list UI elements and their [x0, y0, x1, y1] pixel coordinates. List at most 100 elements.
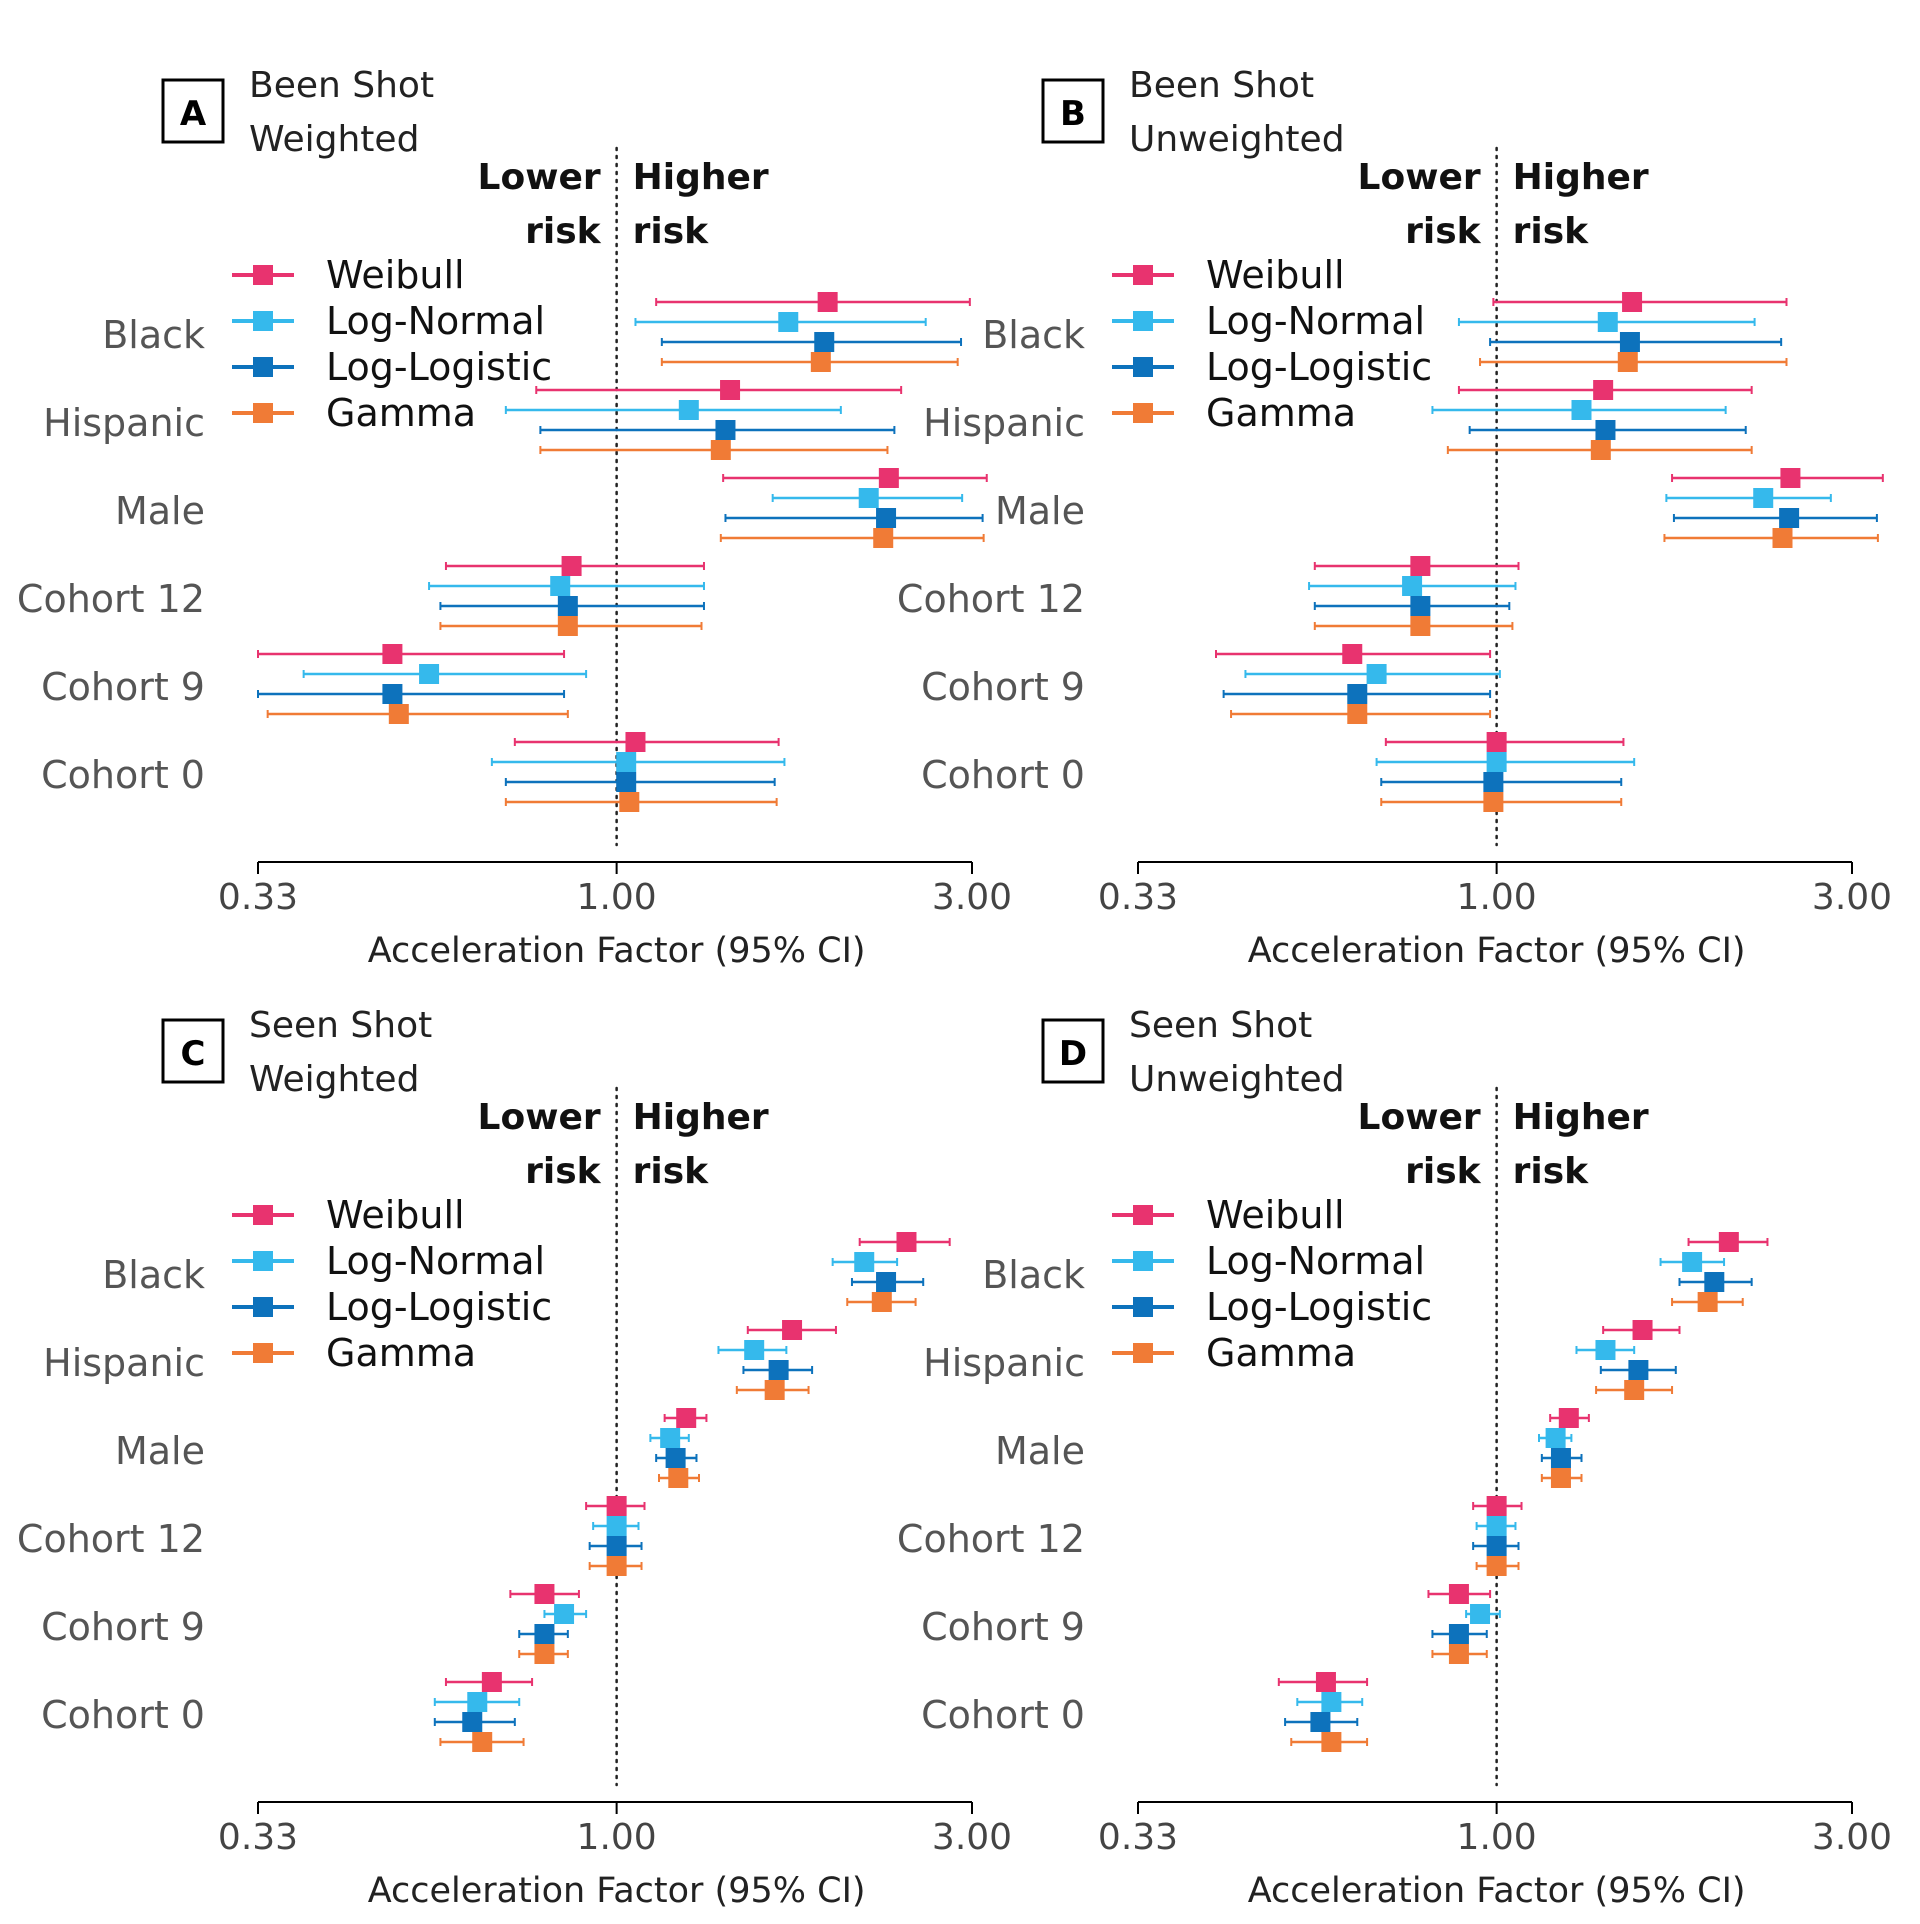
point-estimate — [871, 1292, 892, 1312]
panel-letter: C — [181, 1034, 206, 1074]
point-estimate — [876, 508, 897, 528]
lower-risk-label: risk — [525, 1151, 602, 1192]
point-estimate — [744, 1340, 765, 1360]
series-log-normal — [433, 1252, 899, 1712]
point-estimate — [1402, 576, 1423, 596]
point-estimate — [1321, 1732, 1342, 1752]
point-estimate — [1315, 1672, 1336, 1692]
series-log-normal — [302, 312, 964, 772]
panel-letter: B — [1060, 94, 1086, 134]
panel-b: B Been Shot Unweighted Lower risk Higher risk B… — [897, 65, 1892, 971]
panel-letter-box — [1041, 1018, 1105, 1084]
panel-c: C Seen Shot Weighted Lower risk Higher risk Bla… — [17, 1005, 1012, 1911]
category-label: Cohort 0 — [921, 753, 1085, 797]
legend-key-marker — [253, 265, 273, 285]
panel-title-line: Seen Shot — [1129, 1005, 1312, 1046]
legend-label: Log-Logistic — [326, 345, 552, 389]
lower-risk-label: Lower — [1358, 157, 1481, 198]
category-label: Cohort 12 — [17, 577, 205, 621]
point-estimate — [1470, 1604, 1491, 1624]
series-gamma — [1230, 352, 1879, 812]
category-label: Male — [995, 1429, 1085, 1473]
category-label: Cohort 12 — [17, 1517, 205, 1561]
point-estimate — [1628, 1360, 1649, 1380]
category-label: Cohort 0 — [41, 1693, 205, 1737]
point-estimate — [665, 1448, 686, 1468]
lower-risk-label: Lower — [1358, 1097, 1481, 1138]
legend-key-marker — [253, 1251, 273, 1271]
category-label: Cohort 0 — [41, 753, 205, 797]
legend-key-marker — [1133, 1343, 1153, 1363]
x-tick-label: 1.00 — [577, 1817, 657, 1858]
x-tick-label: 1.00 — [1457, 1817, 1537, 1858]
legend-label: Log-Normal — [326, 1239, 545, 1283]
point-estimate — [1624, 1380, 1645, 1400]
point-estimate — [1632, 1320, 1653, 1340]
x-tick-label: 0.33 — [218, 1817, 298, 1858]
higher-risk-label: risk — [1513, 1151, 1590, 1192]
point-estimate — [1550, 1448, 1571, 1468]
x-tick-label: 3.00 — [932, 1817, 1012, 1858]
point-estimate — [764, 1380, 785, 1400]
point-estimate — [619, 792, 640, 812]
point-estimate — [467, 1692, 488, 1712]
point-estimate — [606, 1556, 627, 1576]
point-estimate — [1780, 468, 1801, 488]
lower-risk-label: risk — [1405, 211, 1482, 252]
point-estimate — [1410, 556, 1431, 576]
legend-key-marker — [1133, 1251, 1153, 1271]
point-estimate — [561, 556, 582, 576]
legend-key-marker — [253, 1297, 273, 1317]
point-estimate — [1483, 772, 1504, 792]
point-estimate — [382, 644, 403, 664]
point-estimate — [668, 1468, 689, 1488]
point-estimate — [1550, 1468, 1571, 1488]
legend-label: Gamma — [1206, 1331, 1356, 1375]
point-estimate — [1366, 664, 1387, 684]
point-estimate — [1682, 1252, 1703, 1272]
point-estimate — [616, 752, 637, 772]
category-label: Male — [995, 489, 1085, 533]
point-estimate — [1697, 1292, 1718, 1312]
category-label: Male — [115, 489, 205, 533]
category-label: Male — [115, 1429, 205, 1473]
series-gamma — [1290, 1292, 1744, 1752]
point-estimate — [616, 772, 637, 792]
point-estimate — [1486, 1496, 1507, 1516]
panel-title-line: Weighted — [249, 119, 419, 160]
panel-letter: A — [180, 94, 207, 134]
panel-d: D Seen Shot Unweighted Lower risk Higher risk B… — [897, 1005, 1892, 1911]
higher-risk-label: risk — [633, 211, 710, 252]
point-estimate — [1558, 1408, 1579, 1428]
point-estimate — [778, 312, 799, 332]
x-tick-label: 3.00 — [932, 877, 1012, 918]
x-axis-title: Acceleration Factor (95% CI) — [368, 931, 866, 971]
x-axis-title: Acceleration Factor (95% CI) — [368, 1871, 866, 1911]
higher-risk-label: Higher — [633, 157, 769, 198]
series-log-logistic — [1284, 1272, 1753, 1732]
x-axis-title: Acceleration Factor (95% CI) — [1248, 1871, 1746, 1911]
series-log-logistic — [433, 1272, 925, 1732]
point-estimate — [1597, 312, 1618, 332]
category-label: Cohort 12 — [897, 577, 1085, 621]
series-log-logistic — [1222, 332, 1878, 792]
series-log-logistic — [257, 332, 984, 792]
point-estimate — [1486, 1556, 1507, 1576]
point-estimate — [810, 352, 831, 372]
legend-label: Weibull — [1206, 253, 1345, 297]
point-estimate — [782, 1320, 803, 1340]
higher-risk-label: Higher — [1513, 1097, 1649, 1138]
legend-label: Log-Logistic — [1206, 1285, 1432, 1329]
point-estimate — [1486, 1516, 1507, 1536]
point-estimate — [557, 616, 578, 636]
point-estimate — [1448, 1624, 1469, 1644]
point-estimate — [1617, 352, 1638, 372]
point-estimate — [1590, 440, 1611, 460]
point-estimate — [534, 1624, 555, 1644]
category-label: Cohort 12 — [897, 1517, 1085, 1561]
category-label: Black — [102, 1253, 205, 1297]
category-label: Cohort 9 — [41, 1605, 205, 1649]
point-estimate — [550, 576, 571, 596]
point-estimate — [660, 1428, 681, 1448]
legend-key-marker — [253, 311, 273, 331]
